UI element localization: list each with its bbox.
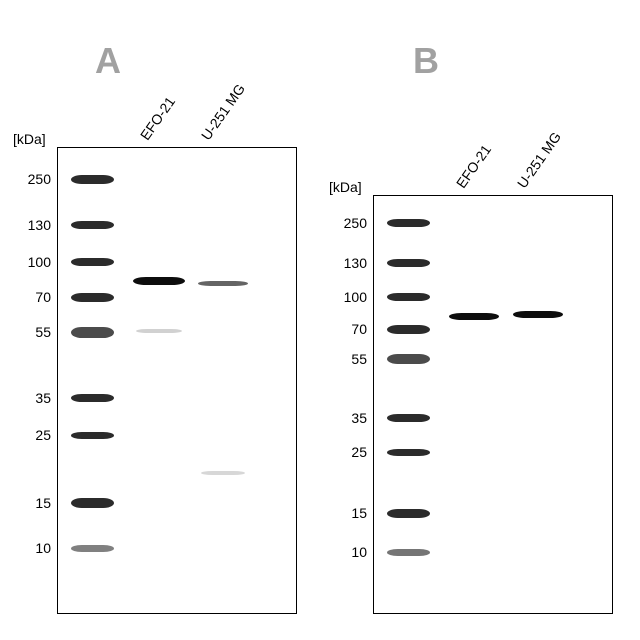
lane-label: EFO-21 — [137, 94, 178, 143]
ladder-band — [71, 545, 114, 552]
ladder-band — [387, 325, 430, 334]
kda-tick-label: 10 — [17, 540, 51, 556]
kda-tick-label: 250 — [333, 215, 367, 231]
kda-tick-label: 130 — [17, 217, 51, 233]
ladder-band — [387, 449, 430, 456]
panel-label-a: A — [95, 40, 121, 82]
kda-tick-label: 35 — [333, 410, 367, 426]
ladder-band — [71, 258, 114, 266]
ladder-band — [71, 327, 114, 338]
ladder-band — [387, 509, 430, 518]
kda-tick-label: 25 — [17, 427, 51, 443]
panel-label-b: B — [413, 40, 439, 82]
kda-tick-label: 250 — [17, 171, 51, 187]
blot-frame-a — [57, 147, 297, 614]
kda-tick-label: 130 — [333, 255, 367, 271]
lane-label: EFO-21 — [453, 142, 494, 191]
kda-tick-label: 100 — [17, 254, 51, 270]
kda-tick-label: 10 — [333, 544, 367, 560]
ladder-band — [387, 259, 430, 267]
axis-unit-a: [kDa] — [13, 131, 46, 147]
sample-band — [513, 311, 563, 318]
ladder-band — [71, 221, 114, 229]
figure-canvas: A [kDa] 250 130 100 70 55 35 25 15 10 EFO-21 U-251 M… — [0, 0, 640, 640]
ladder-band — [387, 354, 430, 364]
kda-tick-label: 15 — [333, 505, 367, 521]
kda-tick-label: 35 — [17, 390, 51, 406]
sample-band — [198, 281, 248, 286]
lane-label: U-251 MG — [514, 129, 564, 191]
lane-label: U-251 MG — [198, 81, 248, 143]
ladder-band — [71, 293, 114, 302]
ladder-band — [387, 219, 430, 227]
ladder-band — [71, 432, 114, 439]
ladder-band — [71, 394, 114, 402]
ladder-band — [387, 293, 430, 301]
kda-tick-label: 70 — [17, 289, 51, 305]
sample-band — [133, 277, 185, 285]
axis-unit-b: [kDa] — [329, 179, 362, 195]
sample-band — [136, 329, 182, 333]
ladder-band — [71, 498, 114, 508]
kda-tick-label: 70 — [333, 321, 367, 337]
ladder-band — [387, 549, 430, 556]
kda-tick-label: 15 — [17, 495, 51, 511]
sample-band — [201, 471, 245, 475]
ladder-band — [71, 175, 114, 184]
kda-tick-label: 100 — [333, 289, 367, 305]
kda-tick-label: 55 — [17, 324, 51, 340]
ladder-band — [387, 414, 430, 422]
sample-band — [449, 313, 499, 320]
kda-tick-label: 25 — [333, 444, 367, 460]
kda-tick-label: 55 — [333, 351, 367, 367]
